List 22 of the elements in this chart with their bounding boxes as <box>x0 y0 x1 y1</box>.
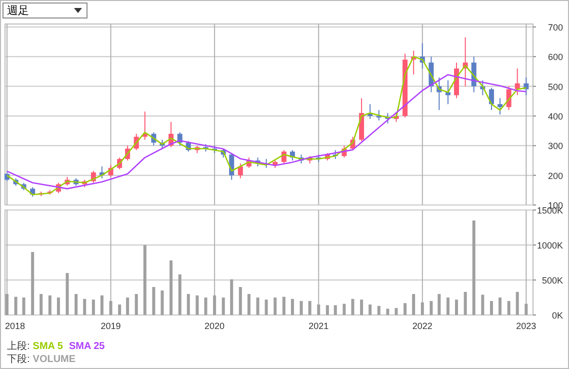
x-tick-label: 2023 <box>516 321 536 331</box>
text: SMA 5 <box>32 341 64 352</box>
y-tick-label: 700 <box>548 22 563 32</box>
y-tick-label: 1500K <box>536 206 563 216</box>
legend-title: 下段: <box>7 353 30 365</box>
x-tick-label: 2018 <box>4 321 26 331</box>
text: VOLUME <box>32 354 76 365</box>
legend-title: 上段: <box>7 340 30 352</box>
text: 週足 <box>7 5 29 17</box>
y-tick-label: 0K <box>552 310 563 320</box>
x-tick-label: 2021 <box>308 321 329 331</box>
y-tick-label: 600 <box>548 52 563 62</box>
x-tick-label: 2019 <box>100 321 121 331</box>
y-tick-label: 500 <box>548 82 563 92</box>
y-tick-label: 500K <box>542 276 563 286</box>
text: SMA 25 <box>68 341 106 352</box>
y-tick-label: 400 <box>548 111 563 122</box>
x-tick-label: 2022 <box>412 321 432 331</box>
x-tick-label: 2020 <box>204 321 225 331</box>
y-tick-label: 200 <box>548 170 563 181</box>
y-tick-label: 1000K <box>536 240 563 250</box>
y-tick-label: 300 <box>548 141 563 152</box>
